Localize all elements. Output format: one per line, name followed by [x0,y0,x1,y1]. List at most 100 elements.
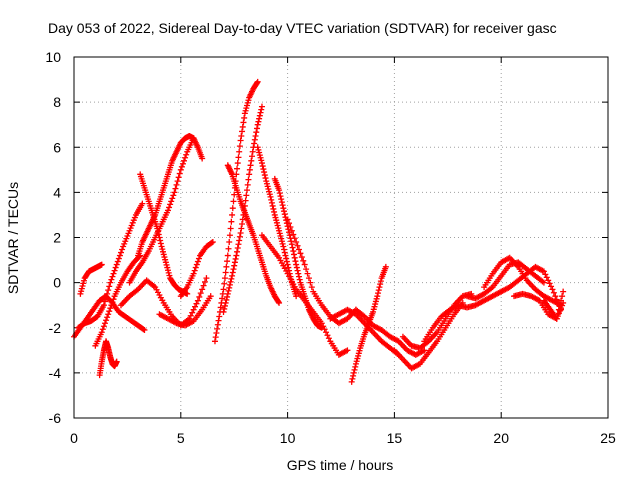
data-point [556,302,563,309]
x-axis-label: GPS time / hours [287,457,394,473]
data-point [555,306,562,313]
series-s21 [352,306,428,358]
data-point [224,252,231,259]
data-point [203,275,210,282]
data-point [238,132,245,139]
data-point [268,196,275,203]
data-point [229,269,236,276]
data-point [178,163,185,170]
data-point [350,372,357,379]
data-point [226,281,233,288]
data-point [217,304,224,311]
data-point [234,165,241,172]
data-point [179,160,186,167]
axis-ticks: 0 5 10 15 20 25 -6 -4 -2 0 2 4 6 8 10 [45,49,616,446]
data-point [323,329,330,336]
data-point [291,254,298,261]
data-point [225,287,232,294]
data-point [303,266,310,273]
data-point [173,181,180,188]
data-point [199,286,206,293]
data-point [269,202,276,209]
data-point [167,201,174,208]
data-point [540,279,547,286]
data-point [280,243,287,250]
data-point [249,148,256,155]
data-point [559,293,566,300]
data-point [277,193,284,200]
data-point [262,175,269,182]
data-point [324,332,331,339]
data-point [243,192,250,199]
data-point [280,205,287,212]
data-point [281,208,288,215]
series-s26 [481,254,565,309]
data-point [116,252,123,259]
series-s8 [137,171,191,297]
series-s22 [391,299,466,372]
data-point [281,211,288,218]
data-point [229,205,236,212]
data-point [184,290,191,297]
data-point [100,323,107,330]
series-s10 [156,293,214,329]
data-point [119,246,126,253]
series-s14 [224,162,283,306]
data-point [298,254,305,261]
series-s7 [126,135,197,286]
data-point [540,268,547,275]
x-tick-label: 5 [177,430,185,446]
data-point [289,244,296,251]
data-point [223,296,230,303]
data-point [154,225,161,232]
data-point [176,170,183,177]
data-point [236,237,243,244]
data-point [112,264,119,271]
data-point [239,128,246,135]
data-point [351,366,358,373]
data-point [254,121,261,128]
data-point [286,220,293,227]
data-point [202,278,209,285]
data-point [104,290,111,297]
data-point [286,232,293,239]
data-point [225,245,232,252]
data-point [187,312,194,319]
data-point [246,171,253,178]
data-point [558,297,565,304]
data-point [283,258,290,265]
data-point [297,250,304,257]
y-tick-label: 6 [53,139,61,155]
data-point [170,192,177,199]
data-point [110,270,117,277]
series-s13 [220,103,265,315]
data-point [194,297,201,304]
data-point [295,273,302,280]
data-point [236,233,243,240]
data-point [249,153,255,160]
data-point [293,293,300,300]
series-s17 [258,232,351,358]
data-point [318,320,325,327]
data-point [197,290,204,297]
data-point [172,185,179,192]
data-point [294,267,301,274]
data-point [258,103,265,110]
data-point [168,198,175,205]
data-point [157,240,164,247]
data-point [192,264,199,271]
data-point [255,118,262,125]
data-point [375,290,382,297]
data-point [234,245,241,252]
y-tick-label: -2 [49,320,62,336]
series-s4 [96,338,120,379]
data-point [290,231,297,238]
data-point [252,132,259,139]
data-point [288,238,295,245]
data-point [221,302,228,309]
data-point [174,178,181,185]
data-point [261,169,268,176]
data-point [284,261,291,268]
data-point [279,202,286,209]
data-point [196,293,203,300]
